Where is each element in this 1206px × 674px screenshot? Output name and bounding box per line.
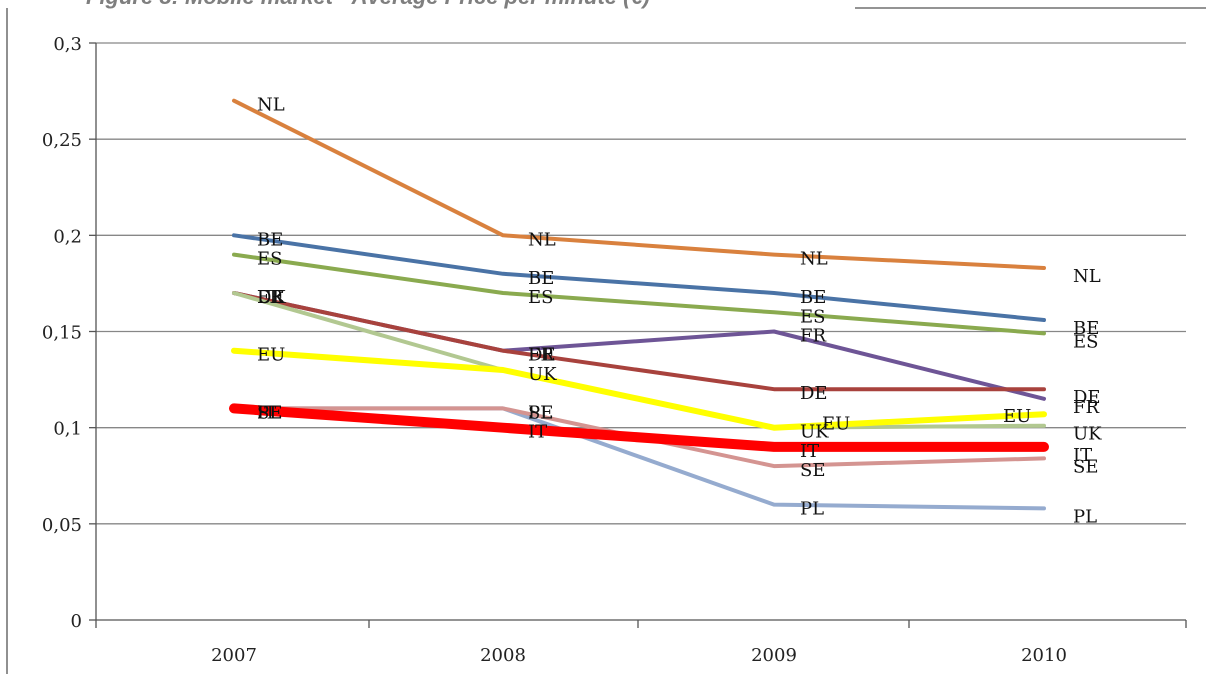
series-label-nl: NL: [800, 249, 828, 270]
series-label-uk: UK: [1073, 424, 1102, 445]
series-label-fr: FR: [528, 345, 554, 366]
y-tick-label: 0: [71, 611, 82, 632]
series-label-eu: EU: [822, 414, 850, 435]
series-label-it: IT: [528, 422, 547, 443]
y-tick-label: 0,15: [42, 323, 82, 344]
series-label-es: ES: [257, 249, 282, 270]
series-label-be: BE: [528, 268, 554, 289]
x-tick-label: 2010: [1021, 645, 1067, 666]
gridlines: [96, 42, 1186, 525]
series-line-it: [229, 403, 1049, 452]
series-label-de: DE: [1073, 387, 1101, 408]
y-tick-label: 0,05: [42, 515, 82, 536]
series-label-uk: UK: [257, 287, 286, 308]
series-label-uk: UK: [528, 364, 557, 385]
series-label-pl: PL: [528, 402, 552, 423]
axes: 0 0,05 0,1 0,15 0,2 0,25 0,3 2007 2008 2009 2010: [42, 34, 1187, 666]
series-label-fr: FR: [1073, 397, 1099, 418]
series-label-de: DE: [257, 287, 285, 308]
series-label-it: IT: [1073, 445, 1092, 466]
series-line-es: [232, 252, 1046, 336]
x-tick-label: 2009: [751, 645, 797, 666]
series-lines: [229, 98, 1049, 511]
y-tick-label: 0,1: [53, 419, 82, 440]
series-label-fr: FR: [257, 287, 283, 308]
series-label-it: IT: [800, 441, 819, 462]
series-label-de: DE: [528, 345, 556, 366]
series-label-fr: FR: [800, 326, 826, 347]
series-label-se: SE: [528, 402, 553, 423]
series-line-eu: [231, 347, 1047, 431]
series-line-nl: [232, 98, 1046, 270]
series-line-de: [232, 291, 1046, 392]
series-line-pl: [232, 406, 1046, 511]
series-label-es: ES: [800, 306, 825, 327]
y-tick-label: 0,3: [53, 34, 82, 55]
series-label-nl: NL: [1073, 266, 1101, 287]
series-label-be: BE: [257, 229, 283, 250]
series-line-be: [232, 233, 1046, 322]
series-label-nl: NL: [257, 95, 285, 116]
series-label-se: SE: [257, 402, 282, 423]
x-tick-label: 2008: [480, 645, 526, 666]
y-tick-label: 0,25: [42, 130, 82, 151]
series-label-eu: EU: [257, 345, 285, 366]
y-tick-label: 0,2: [53, 226, 82, 247]
series-label-pl: PL: [1073, 506, 1097, 527]
series-label-se: SE: [800, 460, 825, 481]
chart-title: Figure 8: Mobile market - Average Price …: [86, 0, 650, 9]
series-label-be: BE: [1073, 318, 1099, 339]
series-label-pl: PL: [257, 402, 281, 423]
series-label-es: ES: [528, 287, 553, 308]
series-label-de: DE: [800, 383, 828, 404]
series-label-nl: NL: [528, 229, 556, 250]
series-label-es: ES: [1073, 331, 1098, 352]
series-label-se: SE: [1073, 456, 1098, 477]
series-label-eu: EU: [1003, 406, 1031, 427]
series-label-pl: PL: [800, 499, 824, 520]
series-label-uk: UK: [800, 422, 829, 443]
series-label-be: BE: [800, 287, 826, 308]
series-label-it: IT: [257, 402, 276, 423]
x-tick-label: 2007: [211, 645, 257, 666]
